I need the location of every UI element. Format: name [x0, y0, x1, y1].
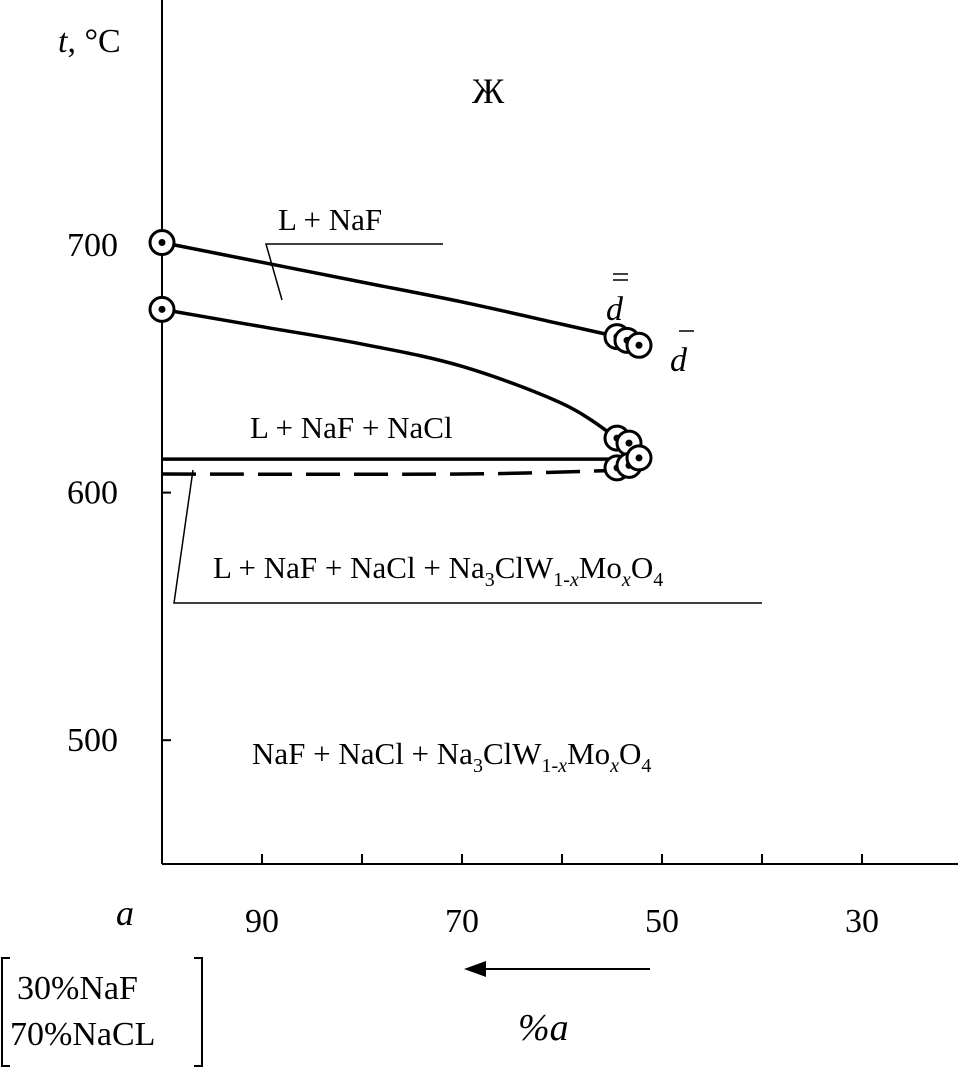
x-axis-var-label: a	[116, 893, 134, 933]
y-axis-unit: , °C	[67, 23, 120, 60]
curve-2	[161, 307, 618, 440]
x-axis-prefix: %	[518, 1007, 550, 1049]
d-single-bar-letter: d	[670, 342, 688, 379]
y-axis-title: t, °C	[58, 23, 121, 60]
l-naf-nacl-label: L + NaF + NaCl	[250, 410, 453, 445]
quaternary-label: L + NaF + NaCl + Na3ClW1-xMoxO4	[213, 550, 663, 591]
data-marker-dot	[158, 239, 166, 247]
solid-prefix: NaF + NaCl + Na	[252, 736, 473, 771]
direction-arrow	[464, 961, 650, 977]
solid-sub-x1: x	[557, 755, 567, 777]
curve-1	[161, 240, 618, 339]
solid-sub4: 4	[641, 755, 651, 777]
data-marker	[625, 331, 653, 359]
solid-clw: ClW	[483, 736, 542, 771]
x-tick-label: 30	[845, 903, 879, 940]
x-ticks: 90 70 50 30	[245, 854, 879, 940]
data-marker-dot	[635, 341, 643, 349]
quaternary-prefix: L + NaF + NaCl + Na	[213, 550, 485, 585]
d-double-bar-label: d	[606, 273, 628, 328]
quaternary-leader	[173, 469, 762, 604]
liquid-label: Ж	[472, 71, 505, 111]
composition-line-1: 30%NaF	[17, 970, 138, 1007]
y-tick-label: 600	[67, 475, 118, 512]
data-marker-dot	[635, 454, 643, 462]
direction-arrow-head	[464, 961, 486, 977]
leader-lines	[173, 243, 762, 604]
solid-label: NaF + NaCl + Na3ClW1-xMoxO4	[252, 736, 651, 777]
data-marker-dot	[625, 439, 633, 447]
d-single-bar-label: d	[670, 330, 694, 379]
y-ticks: 700 600 500	[67, 227, 171, 759]
quaternary-sub-x1: x	[569, 569, 579, 591]
solid-sub3: 3	[473, 755, 483, 777]
solid-sub-1: 1-	[542, 755, 559, 777]
l-naf-label: L + NaF	[278, 202, 382, 237]
x-axis-var: a	[550, 1007, 569, 1049]
y-tick-label: 500	[67, 722, 118, 759]
x-axis-title: %a	[518, 1007, 569, 1049]
quaternary-sub3: 3	[485, 569, 495, 591]
data-marker	[625, 444, 653, 472]
data-marker	[148, 229, 176, 257]
x-tick-label: 70	[445, 903, 479, 940]
composition-bracket-left	[1, 957, 10, 1067]
quaternary-sub-x2: x	[621, 569, 631, 591]
solid-mo: Mo	[567, 736, 610, 771]
y-axis-var: t	[58, 23, 69, 60]
composition-bracket-right	[194, 957, 203, 1067]
data-marker-dot	[158, 305, 166, 313]
x-tick-label: 90	[245, 903, 279, 940]
l-naf-leader	[265, 243, 443, 301]
quaternary-mo: Mo	[579, 550, 622, 585]
curve-4	[161, 468, 618, 477]
quaternary-sub4: 4	[653, 569, 663, 591]
d-double-bar-letter: d	[606, 291, 624, 328]
axes	[161, 0, 958, 865]
data-marker	[148, 295, 176, 323]
quaternary-clw: ClW	[495, 550, 554, 585]
y-tick-label: 700	[67, 227, 118, 264]
composition-bracket	[1, 957, 203, 1067]
markers	[148, 229, 653, 482]
quaternary-o: O	[631, 550, 653, 585]
solid-sub-x2: x	[609, 755, 619, 777]
x-tick-label: 50	[645, 903, 679, 940]
solid-o: O	[619, 736, 641, 771]
quaternary-sub-1: 1-	[553, 569, 570, 591]
composition-line-2: 70%NaCL	[10, 1016, 155, 1053]
curves	[161, 240, 637, 477]
